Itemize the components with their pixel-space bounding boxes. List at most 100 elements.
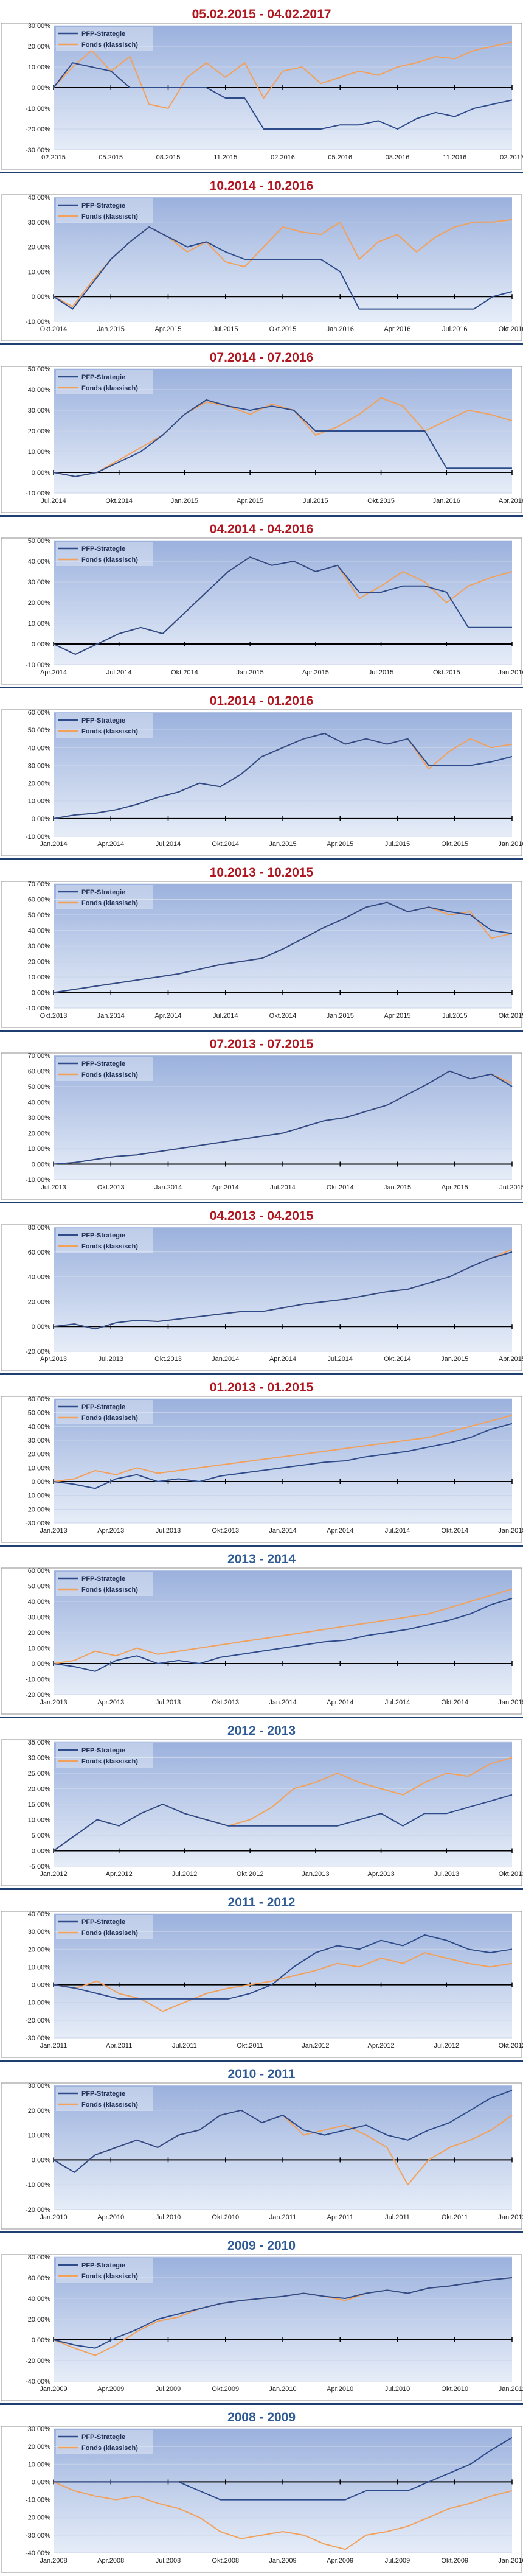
x-tick-label: Okt.2014 (441, 1527, 468, 1535)
y-tick-label: 70,00% (28, 1052, 51, 1060)
legend-label: PFP-Strategie (81, 1232, 125, 1239)
y-tick-label: 60,00% (28, 1068, 51, 1076)
plot-area (54, 712, 512, 836)
x-tick-label: Jan.2014 (269, 1527, 296, 1535)
x-tick-label: Jan.2015 (384, 1184, 411, 1191)
series-line-fund (53, 1415, 513, 1482)
y-tick-label: 20,00% (28, 2316, 51, 2323)
y-tick-label: 0,00% (32, 2479, 50, 2486)
x-tick-label: Okt.2013 (97, 1184, 125, 1191)
y-tick-label: 20,00% (28, 2443, 51, 2451)
x-tick-label: Apr.2015 (154, 326, 181, 333)
chart-panel: 2009 - 2010 80,00% 60,00% 40,00% 20,00% 0,00%… (0, 2231, 523, 2403)
y-tick-label: -10,00% (26, 318, 50, 326)
x-tick-label: Okt.2011 (237, 2042, 263, 2049)
legend-label: PFP-Strategie (81, 1747, 125, 1754)
x-tick-label: Jul.2015 (303, 497, 328, 505)
panel-separator (0, 1717, 523, 1718)
x-tick-label: Apr.2014 (327, 1699, 353, 1706)
chart-title: 04.2014 - 04.2016 (209, 522, 314, 536)
x-tick-label: Jul.2015 (369, 669, 394, 676)
x-tick-label: Okt.2016 (499, 326, 523, 333)
y-tick-label: 35,00% (28, 1739, 51, 1746)
legend-box (56, 885, 153, 909)
y-tick-label: -10,00% (26, 1676, 50, 1684)
y-tick-label: 30,00% (28, 2082, 51, 2090)
y-tick-label: 0,00% (32, 469, 50, 477)
x-tick-label: Jul.2014 (213, 1012, 238, 1020)
legend-label: PFP-Strategie (81, 1575, 125, 1583)
x-tick-label: Okt.2009 (212, 2385, 239, 2393)
x-tick-label: Jan.2010 (269, 2385, 296, 2393)
y-tick-label: -10,00% (26, 1177, 50, 1184)
panel-separator (0, 687, 523, 688)
y-tick-label: -20,00% (26, 1506, 50, 1513)
x-tick-label: Okt.2014 (384, 1356, 411, 1363)
y-tick-label: 0,00% (32, 816, 50, 823)
legend-box (56, 198, 153, 223)
chart-panel: 04.2013 - 04.2015 80,00% 60,00% 40,00% 20,00… (0, 1202, 523, 1373)
chart-panel: 10.2014 - 10.2016 40,00% 30,00% 20,00% 10,00… (0, 172, 523, 343)
chart-svg: 50,00% 40,00% 30,00% 20,00% 10,00% 0,00% -10,0… (1, 366, 523, 513)
legend-label: Fonds (klassisch) (81, 1415, 138, 1422)
chart-panel: 2012 - 2013 35,00% 30,00% 25,00% 20,00% 15,00… (0, 1717, 523, 1888)
x-tick-label: Okt.2012 (237, 1871, 264, 1878)
y-tick-label: 40,00% (28, 928, 51, 935)
y-tick-label: 30,00% (28, 1614, 51, 1622)
chart-panel: 07.2013 - 07.2015 70,00% 60,00% 50,00% 40,00… (0, 1030, 523, 1202)
y-tick-label: -10,00% (26, 1005, 50, 1012)
x-tick-label: 02.2016 (271, 154, 295, 161)
chart-title: 07.2013 - 07.2015 (209, 1037, 314, 1051)
series-line-fund (53, 397, 513, 477)
legend-label: Fonds (klassisch) (81, 1758, 138, 1765)
chart-title: 2012 - 2013 (227, 1724, 296, 1738)
x-tick-label: Jan.2014 (40, 841, 67, 848)
x-tick-label: Okt.2013 (212, 1699, 239, 1706)
series-line-strategy (53, 2277, 513, 2349)
chart-svg: 70,00% 60,00% 50,00% 40,00% 30,00% 20,00% 10,0… (1, 1052, 523, 1200)
x-tick-label: Okt.2014 (327, 1184, 354, 1191)
y-tick-label: 40,00% (28, 387, 51, 394)
x-tick-label: Jan.2015 (327, 1012, 354, 1020)
y-tick-label: 20,00% (28, 1629, 51, 1637)
y-tick-label: 40,00% (28, 1598, 51, 1606)
x-tick-label: 08.2015 (156, 154, 181, 161)
x-tick-label: Jan.2015 (171, 497, 198, 505)
series-line-strategy (53, 1934, 513, 2000)
chart-panel: 07.2014 - 07.2016 50,00% 40,00% 30,00% 20,00… (0, 343, 523, 515)
x-tick-label: Jan.2009 (40, 2385, 67, 2393)
chart-title: 2008 - 2009 (227, 2410, 296, 2424)
series-line-strategy (53, 226, 513, 310)
legend-label: Fonds (klassisch) (81, 2101, 138, 2109)
legend-box (56, 1228, 153, 1253)
x-tick-label: Jul.2016 (442, 326, 468, 333)
x-tick-label: Jul.2015 (385, 841, 410, 848)
x-tick-label: 08.2016 (386, 154, 410, 161)
y-tick-label: 30,00% (28, 407, 51, 415)
x-tick-label: Okt.2009 (441, 2557, 468, 2564)
y-tick-label: 0,00% (32, 1982, 50, 1989)
x-tick-label: Jan.2014 (212, 1356, 239, 1363)
x-tick-label: Okt.2008 (212, 2557, 239, 2564)
x-tick-label: Apr.2012 (106, 1871, 133, 1878)
y-tick-label: 20,00% (28, 959, 51, 966)
chart-title: 10.2013 - 10.2015 (209, 866, 314, 880)
chart-svg: 30,00%20,00%10,00%0,00%-10,00%-20,00%Jan… (1, 2082, 523, 2230)
y-tick-label: 40,00% (28, 1099, 51, 1107)
chart-svg: 40,00% 30,00% 20,00% 10,00% 0,00% -10,00% -20,… (1, 1911, 523, 2058)
x-tick-label: Apr.2014 (40, 669, 67, 676)
legend-label: Fonds (klassisch) (81, 213, 138, 220)
series-line-strategy (53, 1070, 513, 1165)
chart-title: 2010 - 2011 (227, 2067, 296, 2081)
legend-label: PFP-Strategie (81, 2262, 125, 2269)
chart-title: 2011 - 2012 (227, 1895, 296, 1909)
chart-title: 01.2014 - 01.2016 (209, 694, 314, 708)
legend-box (56, 542, 153, 566)
x-tick-label: Jan.2008 (40, 2557, 67, 2564)
panel-separator (0, 343, 523, 345)
x-tick-label: Apr.2014 (269, 1356, 296, 1363)
x-tick-label: Jan.2009 (269, 2557, 296, 2564)
x-tick-label: Apr.2010 (97, 2214, 124, 2221)
y-tick-label: 5,00% (32, 1832, 50, 1839)
y-tick-label: 20,00% (28, 1946, 51, 1953)
